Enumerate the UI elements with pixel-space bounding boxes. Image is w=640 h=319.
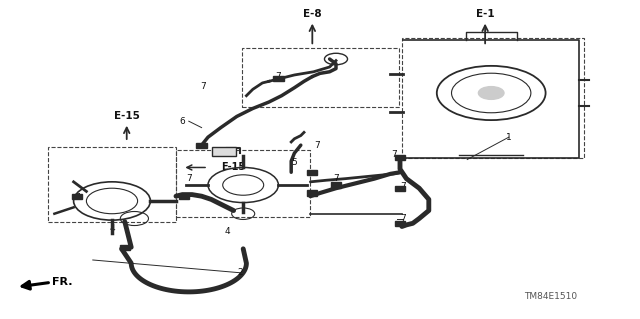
- Bar: [179, 194, 189, 199]
- Bar: [307, 170, 317, 175]
- Text: 4: 4: [109, 224, 115, 233]
- Text: 3: 3: [231, 150, 236, 159]
- Text: E-15: E-15: [221, 162, 245, 173]
- Bar: [176, 150, 310, 217]
- Text: 7: 7: [391, 150, 396, 159]
- Text: 7: 7: [276, 72, 281, 81]
- Text: 7: 7: [186, 174, 191, 183]
- Text: E-1: E-1: [476, 9, 495, 19]
- Bar: [242, 48, 399, 107]
- Text: FR.: FR.: [52, 277, 73, 287]
- Bar: [395, 221, 405, 226]
- Text: 7: 7: [74, 193, 79, 202]
- Bar: [196, 143, 207, 148]
- Bar: [395, 186, 405, 191]
- Text: 2: 2: [237, 268, 243, 277]
- Text: 7: 7: [314, 141, 319, 150]
- Text: TM84E1510: TM84E1510: [524, 292, 577, 301]
- Bar: [331, 182, 341, 188]
- Bar: [307, 190, 317, 196]
- Bar: [273, 76, 284, 81]
- Text: E-15: E-15: [114, 111, 140, 122]
- Text: 7: 7: [401, 182, 406, 191]
- Text: 1: 1: [506, 133, 511, 142]
- Bar: [120, 245, 130, 250]
- Bar: [72, 194, 82, 199]
- Text: 6: 6: [180, 117, 185, 126]
- Bar: [48, 147, 176, 222]
- Text: 7: 7: [201, 82, 206, 91]
- Bar: [212, 147, 236, 156]
- Text: 5: 5: [292, 158, 297, 167]
- Text: E-8: E-8: [303, 9, 322, 19]
- Bar: [395, 155, 405, 160]
- Text: 7: 7: [333, 174, 339, 183]
- Text: 7: 7: [401, 214, 406, 223]
- Bar: [402, 38, 584, 158]
- Text: 4: 4: [225, 227, 230, 236]
- Circle shape: [479, 86, 504, 100]
